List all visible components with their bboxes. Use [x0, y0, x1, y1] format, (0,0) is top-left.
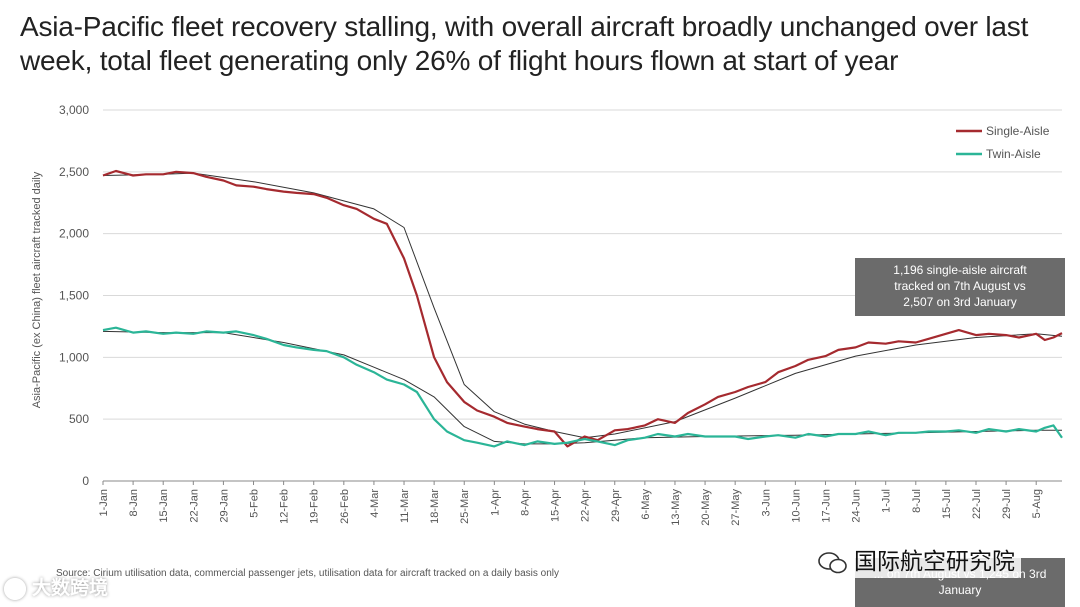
- y-tick-label: 2,000: [59, 227, 89, 241]
- legend-label: Twin-Aisle: [986, 147, 1041, 161]
- x-tick-label: 15-Jul: [941, 489, 953, 519]
- x-tick-label: 22-Jul: [971, 489, 983, 519]
- annotation-line: January: [938, 583, 982, 597]
- y-tick-label: 2,500: [59, 165, 89, 179]
- x-tick-label: 11-Mar: [399, 489, 411, 523]
- x-tick-label: 6-May: [640, 489, 652, 520]
- x-tick-label: 1-Jul: [881, 489, 893, 513]
- x-tick-label: 22-Apr: [580, 489, 592, 522]
- chart-series: [102, 169, 1063, 448]
- y-axis-label: Asia-Pacific (ex China) fleet aircraft t…: [31, 171, 43, 408]
- series-line-single-aisle-trend: [102, 172, 1063, 439]
- chart-legend: Single-Aisle Twin-Aisle: [956, 124, 1050, 161]
- x-tick-label: 12-Feb: [279, 489, 291, 524]
- x-tick-label: 17-Jun: [820, 489, 832, 523]
- x-tick-label: 25-Mar: [459, 489, 471, 524]
- x-tick-label: 29-Jan: [218, 489, 230, 523]
- x-tick-label: 29-Jul: [1001, 489, 1013, 519]
- x-tick-label: 8-Apr: [519, 489, 531, 516]
- annotation-line: 2,507 on 3rd January: [903, 295, 1017, 309]
- x-tick-label: 10-Jun: [790, 489, 802, 523]
- x-tick-label: 8-Jan: [128, 489, 140, 517]
- x-axis: 1-Jan 8-Jan 15-Jan 22-Jan 29-Jan 5-Feb 12-Feb 1…: [98, 481, 1043, 526]
- x-tick-label: 1-Jan: [98, 489, 110, 517]
- annotation-line: tracked on 7th August vs: [894, 279, 1026, 293]
- x-tick-label: 5-Aug: [1031, 489, 1043, 518]
- legend-label: Single-Aisle: [986, 124, 1050, 138]
- x-tick-label: 19-Feb: [309, 489, 321, 524]
- x-tick-label: 13-May: [670, 489, 682, 526]
- x-tick-label: 27-May: [730, 489, 742, 526]
- page-title: Asia-Pacific fleet recovery stalling, wi…: [20, 11, 1029, 76]
- wechat-icon: [818, 552, 847, 574]
- x-tick-label: 8-Jul: [911, 489, 923, 513]
- x-tick-label: 24-Jun: [851, 489, 863, 523]
- x-tick-label: 5-Feb: [249, 489, 261, 518]
- series-line-single-aisle: [102, 169, 1063, 448]
- y-tick-label: 0: [82, 474, 89, 488]
- source-note: Source: Cirium utilisation data, commerc…: [56, 568, 560, 579]
- x-tick-label: 4-Mar: [369, 489, 381, 518]
- x-tick-label: 15-Apr: [550, 489, 562, 522]
- annotation-single-aisle: 1,196 single-aisle aircraft tracked on 7…: [855, 258, 1065, 316]
- x-tick-label: 1-Apr: [489, 489, 501, 516]
- watermark-left: 大数跨境: [4, 573, 108, 600]
- annotation-line: 1,196 single-aisle aircraft: [893, 263, 1027, 277]
- x-tick-label: 26-Feb: [339, 489, 351, 524]
- x-tick-label: 20-May: [700, 489, 712, 526]
- x-tick-label: 15-Jan: [158, 489, 170, 523]
- watermark-right: 国际航空研究院: [812, 540, 1021, 578]
- x-tick-label: 22-Jan: [188, 489, 200, 523]
- x-tick-label: 29-Apr: [610, 489, 622, 522]
- y-tick-label: 500: [69, 412, 89, 426]
- y-tick-label: 3,000: [59, 103, 89, 117]
- series-line-twin-aisle: [102, 326, 1063, 448]
- watermark-logo-icon: [4, 577, 26, 600]
- x-tick-label: 18-Mar: [429, 489, 441, 524]
- x-tick-label: 3-Jun: [760, 489, 772, 517]
- y-tick-label: 1,000: [59, 350, 89, 364]
- series-line-twin-aisle-trend: [102, 330, 1062, 445]
- y-axis: 0 500 1,000 1,500 2,000 2,500 3,000: [59, 103, 89, 488]
- y-tick-label: 1,500: [59, 289, 89, 303]
